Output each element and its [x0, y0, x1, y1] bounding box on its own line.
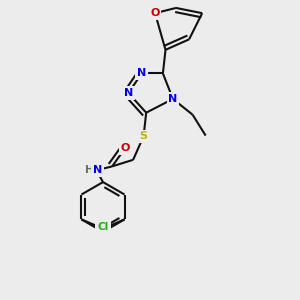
Text: N: N [124, 88, 133, 98]
Text: S: S [140, 131, 148, 141]
Text: H: H [85, 165, 94, 175]
Text: N: N [137, 68, 146, 78]
Text: O: O [121, 143, 130, 153]
Text: N: N [93, 165, 102, 175]
Text: Cl: Cl [97, 222, 108, 232]
Text: O: O [150, 8, 160, 18]
Text: Cl: Cl [98, 222, 109, 232]
Text: N: N [168, 94, 178, 104]
